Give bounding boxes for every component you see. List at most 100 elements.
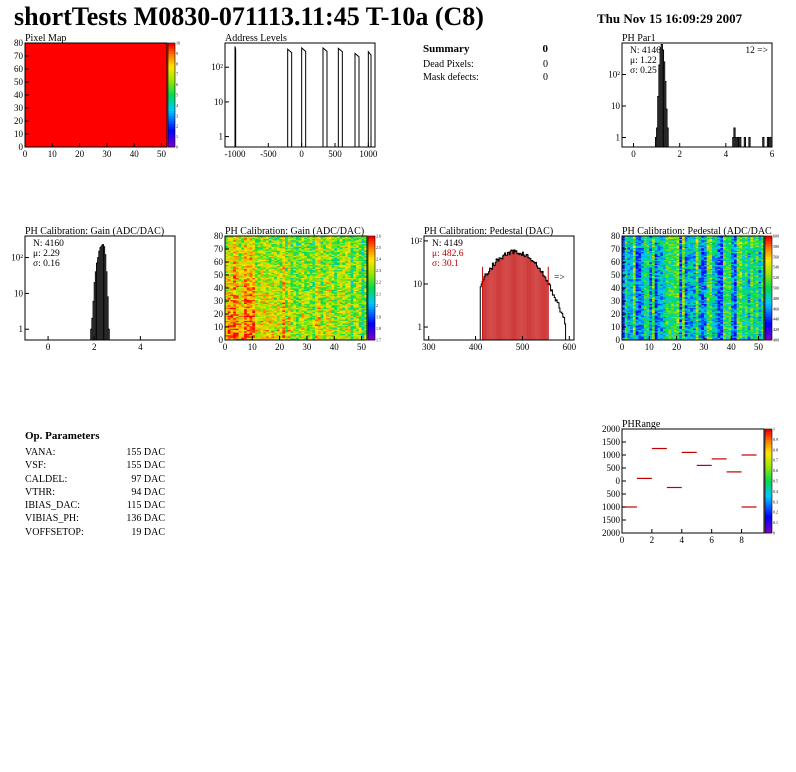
heatmap-cell: [298, 293, 302, 295]
heatmap-cell: [235, 252, 240, 255]
heatmap-cell: [353, 324, 357, 327]
heatmap-cell: [296, 278, 300, 281]
heatmap-cell: [246, 259, 250, 262]
heatmap-cell: [287, 258, 291, 260]
heatmap-cell: [361, 286, 365, 289]
heatmap-cell: [285, 301, 289, 303]
heatmap-cell: [252, 304, 256, 307]
heatmap-cell: [268, 291, 272, 294]
heatmap-cell: [328, 332, 332, 334]
heatmap-cell: [320, 236, 324, 238]
heatmap-cell: [263, 314, 267, 316]
heatmap-cell: [632, 241, 637, 243]
heatmap-cell: [271, 306, 275, 308]
heatmap-cell: [331, 256, 335, 259]
heatmap-cell: [627, 295, 631, 298]
heatmap-cell: [276, 330, 281, 333]
heatmap-cell: [336, 290, 341, 293]
heatmap-cell: [320, 250, 324, 252]
heatmap-cell: [320, 286, 324, 289]
heatmap-cell: [336, 321, 341, 324]
heatmap-cell: [287, 328, 291, 330]
heatmap-cell: [624, 264, 628, 267]
heatmap-cell: [356, 265, 360, 268]
heatmap-cell: [347, 258, 352, 260]
heatmap-cell: [282, 275, 286, 277]
z-tick-label: 3: [176, 113, 178, 118]
heatmap-cell: [315, 293, 319, 295]
heatmap-cell: [260, 327, 264, 329]
heatmap-cell: [255, 317, 259, 320]
heatmap-cell: [331, 315, 335, 317]
heatmap-cell: [235, 323, 240, 325]
heatmap-cell: [235, 293, 240, 295]
heatmap-cell: [353, 268, 357, 271]
heatmap-cell: [287, 304, 291, 307]
heatmap-cell: [347, 241, 352, 243]
heatmap-cell: [339, 333, 343, 336]
heatmap-cell: [342, 328, 346, 330]
heatmap-cell: [263, 301, 267, 303]
heatmap-cell: [271, 298, 275, 301]
heatmap-cell: [241, 258, 245, 260]
heatmap-cell: [306, 273, 311, 276]
heatmap-cell: [290, 329, 294, 332]
heatmap-cell: [265, 272, 270, 275]
heatmap-cell: [233, 286, 237, 289]
heatmap-cell: [345, 334, 349, 337]
heatmap-cell: [225, 258, 229, 260]
heatmap-cell: [230, 299, 234, 302]
heatmap-cell: [298, 298, 302, 301]
heatmap-cell: [252, 328, 256, 330]
heatmap-cell: [622, 259, 626, 262]
heatmap-cell: [227, 238, 231, 241]
heatmap-cell: [323, 247, 327, 250]
heatmap-cell: [309, 290, 313, 293]
heatmap-cell: [244, 260, 248, 263]
heatmap-cell: [353, 289, 357, 291]
heatmap-cell: [342, 310, 346, 312]
heatmap-cell: [296, 285, 300, 288]
heatmap-cell: [263, 255, 267, 258]
heatmap-cell: [627, 268, 631, 271]
heatmap-cell: [271, 278, 275, 281]
heatmap-cell: [255, 247, 259, 250]
heatmap-cell: [334, 264, 338, 267]
heatmap-cell: [252, 269, 256, 272]
heatmap-cell: [249, 285, 253, 288]
z-scale-swatch: [168, 95, 175, 98]
heatmap-cell: [287, 282, 291, 285]
heatmap-cell: [356, 293, 360, 295]
z-scale-swatch: [168, 126, 175, 130]
heatmap-cell: [304, 312, 308, 315]
heatmap-cell: [320, 311, 324, 314]
heatmap-cell: [255, 298, 259, 301]
heatmap-cell: [350, 323, 354, 325]
heatmap-cell: [315, 236, 319, 238]
heatmap-cell: [244, 301, 248, 303]
heatmap-cell: [361, 269, 365, 272]
heatmap-cell: [320, 259, 324, 262]
heatmap-cell: [298, 324, 302, 327]
heatmap-cell: [252, 250, 256, 252]
heatmap-cell: [347, 302, 352, 304]
heatmap-cell: [342, 256, 346, 259]
heatmap-cell: [632, 334, 637, 337]
heatmap-cell: [238, 320, 242, 323]
heatmap-cell: [364, 249, 368, 251]
heatmap-cell: [235, 243, 240, 246]
heatmap-cell: [263, 319, 267, 321]
heatmap-cell: [249, 332, 253, 334]
heatmap-cell: [306, 321, 311, 324]
heatmap-cell: [342, 273, 346, 276]
heatmap-cell: [227, 320, 231, 323]
heatmap-cell: [331, 332, 335, 334]
heatmap-cell: [265, 330, 270, 333]
heatmap-cell: [317, 243, 321, 246]
heatmap-cell: [312, 312, 316, 315]
heatmap-cell: [260, 312, 264, 315]
heatmap-cell: [298, 314, 302, 316]
heatmap-cell: [249, 289, 253, 291]
heatmap-cell: [301, 269, 305, 272]
heatmap-cell: [323, 278, 327, 281]
